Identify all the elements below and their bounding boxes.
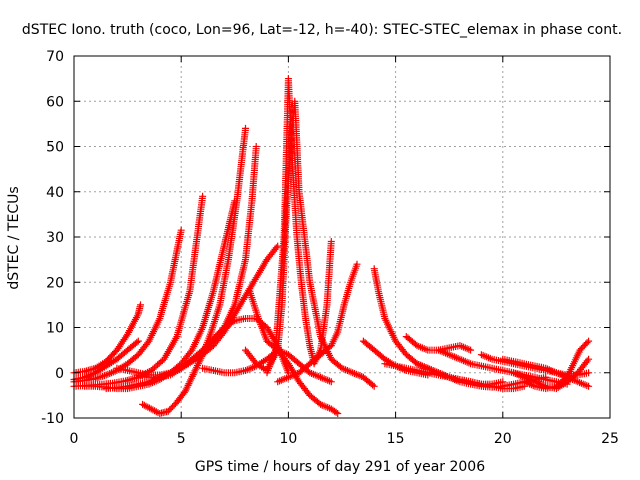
y-tick-label: 60 bbox=[46, 94, 64, 110]
y-tick-label: 50 bbox=[46, 140, 64, 156]
data-series bbox=[70, 75, 593, 417]
series-markers bbox=[510, 355, 593, 393]
x-tick-label: 25 bbox=[601, 431, 619, 447]
y-tick-label: 70 bbox=[46, 49, 64, 65]
y-tick-label: 30 bbox=[46, 230, 64, 246]
data-series-12 bbox=[263, 75, 335, 377]
y-tick-label: -10 bbox=[41, 411, 64, 427]
y-tick-label: 40 bbox=[46, 185, 64, 201]
data-series-14 bbox=[246, 287, 335, 386]
data-series-2 bbox=[70, 226, 185, 386]
series-markers bbox=[246, 287, 335, 386]
chart-title: dSTEC Iono. truth (coco, Lon=96, Lat=-12… bbox=[22, 22, 622, 38]
x-axis-title: GPS time / hours of day 291 of year 2006 bbox=[195, 459, 485, 475]
series-markers bbox=[70, 226, 185, 386]
y-tick-label: 10 bbox=[46, 321, 64, 337]
axis-ticks: -10 0 10 20 30 40 50 60 70 0 5 10 15 20 25 bbox=[41, 49, 619, 447]
x-tick-label: 15 bbox=[387, 431, 405, 447]
data-series-24 bbox=[510, 355, 593, 393]
y-tick-label: 0 bbox=[55, 366, 64, 382]
series-markers bbox=[263, 75, 335, 377]
y-axis-title: dSTEC / TECUs bbox=[6, 186, 22, 289]
x-tick-label: 5 bbox=[177, 431, 186, 447]
y-tick-label: 20 bbox=[46, 275, 64, 291]
x-tick-label: 0 bbox=[70, 431, 79, 447]
x-tick-label: 10 bbox=[279, 431, 297, 447]
x-tick-label: 20 bbox=[494, 431, 512, 447]
